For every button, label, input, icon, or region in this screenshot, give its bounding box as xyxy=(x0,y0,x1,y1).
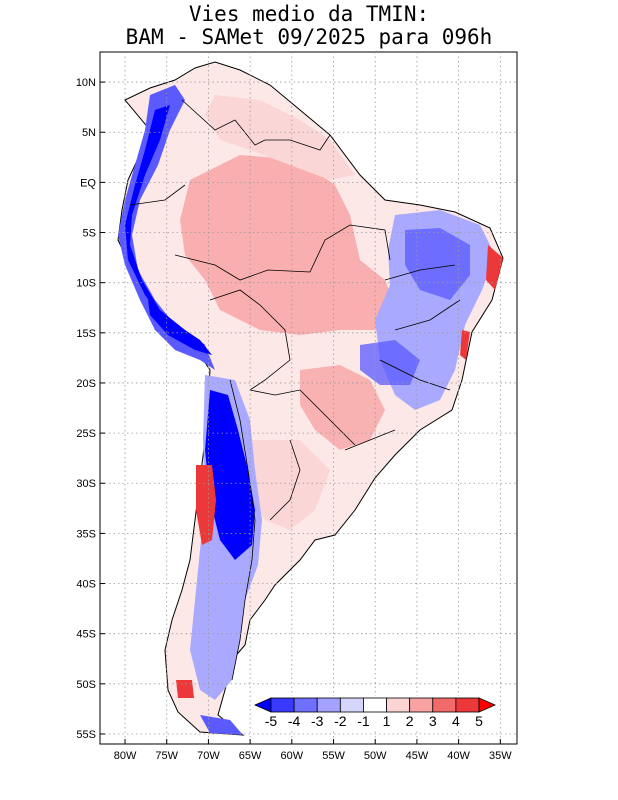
warm-bias-patagonia xyxy=(176,680,194,698)
colorbar-swatch xyxy=(363,697,387,713)
lat-tick-label: 25S xyxy=(76,428,96,440)
lon-tick-label: 35W xyxy=(489,750,512,762)
cool-bias-peru-coast xyxy=(148,300,212,355)
lat-tick-label: EQ xyxy=(80,177,96,189)
warm-bias-north xyxy=(205,95,355,180)
lon-tick-label: 75W xyxy=(155,750,178,762)
colorbar-label: -5 xyxy=(265,713,278,729)
lon-tick-label: 70W xyxy=(197,750,220,762)
cool-bias-andes-north-core xyxy=(125,105,205,345)
colorbar-swatch xyxy=(270,697,295,713)
map-title-line2: BAM - SAMet 09/2025 para 096h xyxy=(125,25,493,49)
colorbar-max-arrow xyxy=(478,697,496,713)
colorbar-label-background xyxy=(253,713,497,729)
lon-tick-label: 60W xyxy=(281,750,304,762)
lat-tick-label: 40S xyxy=(76,579,96,591)
map-axes: 10N 5N EQ 5S 10S 15S 20S 25S 30S 35S 40S 45S 50S 55S 8… xyxy=(76,77,512,762)
warm-bias-coast-ne xyxy=(486,245,503,290)
lon-tick-label: 80W xyxy=(114,750,137,762)
lon-tick-label: 55W xyxy=(322,750,345,762)
lat-tick-label: 5N xyxy=(82,127,96,139)
colorbar-label: -3 xyxy=(311,713,324,729)
colorbar-swatch xyxy=(293,697,318,713)
warm-bias-south-brazil xyxy=(300,365,385,450)
colorbar-swatch xyxy=(316,697,341,713)
colorbar-swatch xyxy=(386,697,411,713)
colorbar-label: 1 xyxy=(383,713,391,729)
cool-bias-andes-south-core xyxy=(205,390,255,560)
colorbar-swatch xyxy=(339,697,364,713)
lat-tick-label: 30S xyxy=(76,478,96,490)
colorbar-swatch xyxy=(455,697,480,713)
lat-tick-label: 55S xyxy=(76,729,96,741)
lat-tick-label: 5S xyxy=(83,228,96,240)
cool-bias-andes-north xyxy=(118,85,215,370)
colorbar-label: 4 xyxy=(452,713,460,729)
lat-tick-label: 15S xyxy=(76,328,96,340)
warm-bias-amazon xyxy=(180,155,395,335)
cool-bias-tierra-del-fuego xyxy=(200,715,243,735)
colorbar: -5 -4 -3 -2 -1 1 2 3 4 5 xyxy=(253,696,497,729)
lat-tick-label: 10S xyxy=(76,278,96,290)
warm-bias-pampas xyxy=(245,440,330,530)
map-title-line1: Vies medio da TMIN: xyxy=(188,2,430,26)
colorbar-label: -1 xyxy=(357,713,370,729)
colorbar-swatch xyxy=(432,697,457,713)
lon-tick-label: 65W xyxy=(239,750,262,762)
lat-tick-label: 45S xyxy=(76,629,96,641)
lon-tick-label: 50W xyxy=(364,750,387,762)
colorbar-label: -2 xyxy=(334,713,347,729)
lon-tick-label: 45W xyxy=(406,750,429,762)
cool-bias-central xyxy=(360,340,420,385)
warm-bias-coast-east xyxy=(460,330,470,360)
lat-tick-label: 50S xyxy=(76,679,96,691)
lat-tick-label: 20S xyxy=(76,378,96,390)
colorbar-label: -4 xyxy=(288,713,301,729)
cool-bias-northeast-inner xyxy=(405,228,470,300)
colorbar-label: 5 xyxy=(475,713,483,729)
colorbar-label: 3 xyxy=(429,713,437,729)
lat-tick-label: 10N xyxy=(76,77,96,89)
colorbar-label: 2 xyxy=(406,713,414,729)
colorbar-swatch xyxy=(409,697,434,713)
lat-tick-label: 35S xyxy=(76,528,96,540)
lon-tick-label: 40W xyxy=(447,750,470,762)
graticule xyxy=(100,52,517,744)
warm-bias-chile xyxy=(196,465,216,545)
